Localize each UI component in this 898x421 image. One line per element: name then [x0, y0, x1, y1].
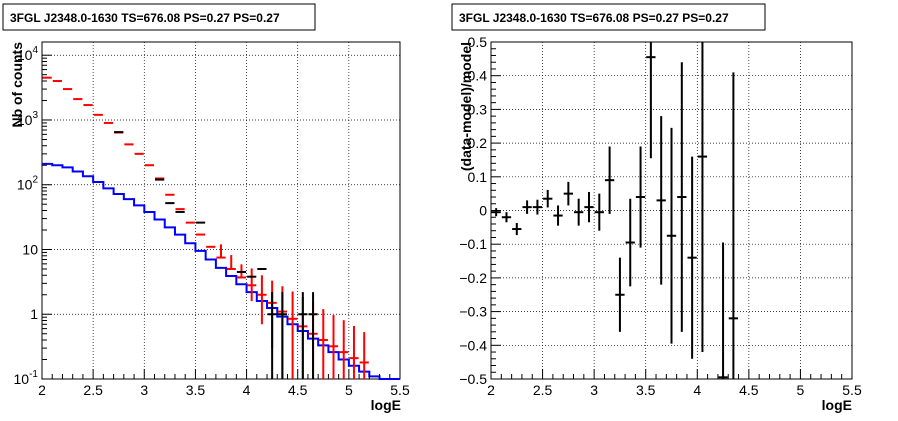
residual-ytick-label: 0 — [479, 203, 487, 219]
residual-data-point — [543, 189, 553, 208]
residual-series — [491, 42, 739, 379]
residual-data-point — [666, 127, 677, 344]
residual-title-box: 3FGL J2348.0-1630 TS=676.08 PS=0.27 PS=0… — [451, 3, 766, 31]
counts-data-point — [359, 332, 369, 379]
residual-xtick-label: 4 — [693, 382, 701, 398]
counts-xtick-label: 4.5 — [288, 382, 308, 398]
residual-data-point — [563, 181, 573, 206]
residual-panel: 2 2.5 3 3.5 4 4.5 5 5.5 −0.5 −0.4 −0.3 −0.2 −0.1 0 0.1… — [451, 3, 862, 413]
counts-series — [42, 76, 400, 380]
residual-data-point — [574, 198, 584, 226]
counts-ytick-label: 1 — [30, 306, 38, 322]
residual-data-point — [656, 116, 666, 285]
counts-title-box: 3FGL J2348.0-1630 TS=676.08 PS=0.27 PS=0… — [2, 3, 316, 31]
residual-xtick-label: 5.5 — [842, 382, 862, 398]
residual-data-point — [687, 156, 697, 359]
residual-data-point — [522, 200, 532, 214]
counts-data-point — [257, 275, 267, 325]
residual-ytick-label: 0.5 — [468, 34, 488, 50]
counts-xtick-label: 2.5 — [83, 382, 103, 398]
residual-ylabel: (data-model)/model — [458, 42, 474, 171]
counts-data-point — [318, 309, 328, 379]
residual-ytick-label: −0.3 — [459, 304, 487, 320]
residual-xtick-label: 3.5 — [636, 382, 656, 398]
counts-data-point — [247, 268, 257, 302]
counts-data-point — [308, 292, 318, 379]
residual-ytick-label: 0.4 — [468, 68, 488, 84]
counts-data-point — [226, 255, 236, 270]
counts-data-point — [339, 320, 349, 379]
residual-ytick-label: 0.1 — [468, 169, 488, 185]
residual-data-point — [677, 62, 687, 332]
residual-data-point — [584, 191, 594, 223]
residual-data-point — [635, 146, 646, 248]
counts-data-point — [328, 315, 339, 379]
residual-xtick-label: 3 — [590, 382, 598, 398]
counts-xlabel: logE — [371, 397, 401, 413]
residual-xtick-label: 2 — [487, 382, 495, 398]
residual-ytick-label: −0.1 — [459, 236, 487, 252]
counts-data-point — [267, 292, 277, 379]
residual-ytick-label: −0.5 — [459, 371, 487, 387]
counts-data-point — [298, 292, 308, 379]
counts-data-point — [287, 291, 298, 379]
counts-xtick-label: 5 — [345, 382, 353, 398]
counts-ytick-label: 10-1 — [14, 369, 39, 387]
counts-ytick-label: 10 — [22, 241, 38, 257]
residual-data-point — [697, 42, 708, 353]
counts-xtick-label: 2 — [38, 382, 46, 398]
residual-data-point — [646, 42, 656, 159]
residual-data-point — [625, 198, 635, 287]
residual-ytick-label: −0.2 — [459, 270, 487, 286]
residual-ytick-label: 0.3 — [468, 101, 488, 117]
residual-data-point — [532, 199, 543, 215]
residual-xlabel: logE — [822, 397, 852, 413]
residual-xtick-label: 2.5 — [533, 382, 553, 398]
counts-plot-frame — [41, 41, 401, 380]
residual-data-point — [604, 146, 615, 214]
residual-ytick-label: 0.2 — [468, 135, 488, 151]
counts-data-point — [216, 244, 226, 259]
counts-xtick-label: 4 — [243, 382, 251, 398]
residual-data-point — [553, 205, 563, 226]
counts-panel: 2 2.5 3 3.5 4 4.5 5 5.5 10-1 1 10 102 103 104 3FGL J2… — [2, 3, 410, 413]
counts-title: 3FGL J2348.0-1630 TS=676.08 PS=0.27 PS=0… — [10, 11, 280, 25]
counts-data-point — [349, 325, 359, 379]
residual-axes: 2 2.5 3 3.5 4 4.5 5 5.5 −0.5 −0.4 −0.3 −0.2 −0.1 0 0.1… — [459, 34, 862, 398]
residual-data-point — [718, 242, 728, 379]
residual-xtick-label: 5 — [797, 382, 805, 398]
counts-ylabel: Nb of counts — [9, 42, 25, 128]
residual-xtick-label: 4.5 — [739, 382, 759, 398]
residual-ytick-label: −0.4 — [459, 337, 487, 353]
counts-axes: 2 2.5 3 3.5 4 4.5 5 5.5 10-1 1 10 102 103 104 — [14, 45, 410, 398]
counts-ytick-label: 102 — [17, 175, 39, 193]
residual-data-point — [512, 222, 522, 236]
counts-xtick-label: 3 — [140, 382, 148, 398]
residual-data-point — [501, 212, 512, 223]
counts-data-point — [277, 292, 287, 379]
counts-ytick-label: 103 — [17, 110, 39, 128]
counts-xtick-label: 3.5 — [186, 382, 206, 398]
residual-data-point — [615, 257, 625, 332]
residual-data-point — [594, 193, 604, 231]
residual-data-point — [728, 72, 739, 379]
residual-data-point — [491, 208, 501, 217]
counts-data-point — [236, 264, 247, 279]
residual-title: 3FGL J2348.0-1630 TS=676.08 PS=0.27 PS=0… — [459, 11, 729, 25]
counts-xtick-label: 5.5 — [390, 382, 410, 398]
counts-model-step — [42, 162, 400, 380]
counts-ytick-label: 104 — [17, 45, 39, 63]
